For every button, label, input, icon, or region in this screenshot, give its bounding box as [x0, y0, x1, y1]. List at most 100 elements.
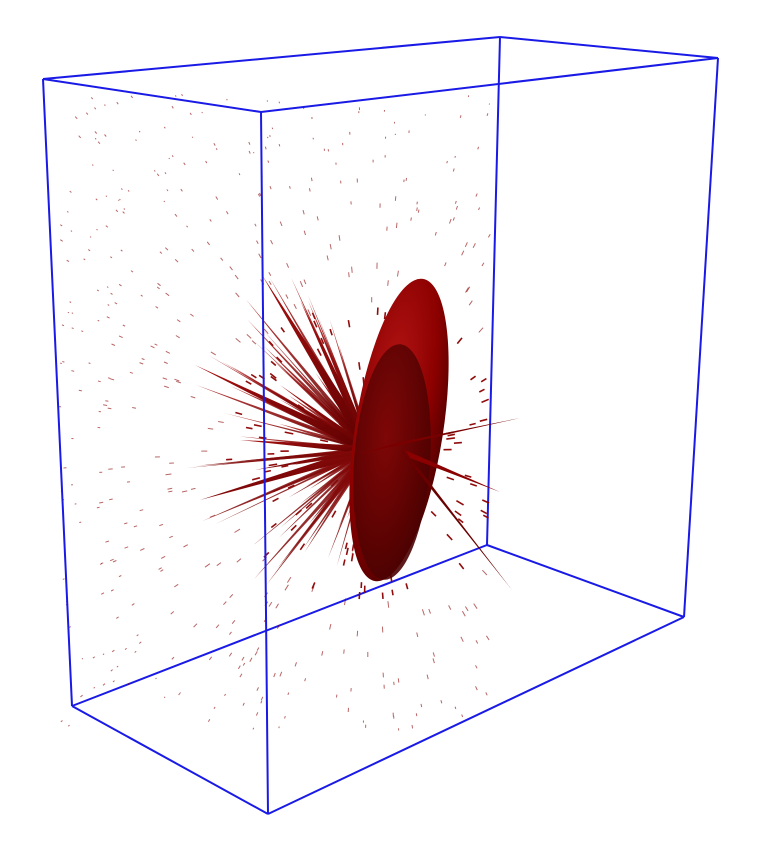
glyph-dash — [190, 396, 196, 399]
glyph-dash — [469, 422, 476, 426]
glyph-dash — [383, 312, 387, 320]
glyph-dash — [342, 559, 346, 566]
glyph-dash — [92, 656, 95, 659]
glyph-dash — [470, 375, 477, 381]
glyph-dash — [287, 484, 295, 489]
glyph-dash — [171, 105, 174, 109]
glyph-dash — [66, 211, 69, 213]
glyph-dash — [228, 652, 233, 657]
glyph-dash — [229, 266, 233, 271]
glyph-dash — [165, 473, 172, 476]
glyph-dash — [238, 173, 241, 176]
glyph-dash — [160, 555, 166, 559]
glyph-dash — [62, 578, 65, 580]
glyph-dash — [475, 686, 478, 691]
glyph-dash — [154, 343, 158, 346]
glyph-dash — [259, 192, 262, 197]
glyph-dash — [461, 714, 464, 718]
glyph-dash — [215, 624, 220, 629]
glyph-dash — [415, 713, 418, 717]
glyph-dash — [174, 583, 179, 588]
glyph-dash — [153, 170, 156, 172]
glyph-dash — [465, 287, 469, 293]
glyph-dash — [331, 510, 337, 518]
glyph-dash — [481, 398, 490, 404]
spike-glyph — [255, 447, 371, 470]
glyph-dash — [279, 221, 283, 227]
glyph-dash — [270, 239, 274, 245]
spike-glyph — [198, 447, 371, 466]
glyph-dash — [236, 558, 242, 563]
glyph-dash — [81, 330, 84, 333]
glyph-dash — [150, 345, 155, 349]
glyph-dash — [344, 598, 347, 606]
glyph-dash — [248, 150, 251, 154]
glyph-dash — [278, 143, 281, 147]
glyph-dash — [258, 436, 267, 439]
glyph-dash — [254, 651, 258, 656]
glyph-dash — [104, 104, 106, 106]
glyph-dash — [140, 294, 143, 297]
glyph-dash — [174, 95, 177, 97]
glyph-dash — [106, 286, 109, 288]
glyph-dash — [174, 259, 179, 263]
glyph-dash — [94, 107, 97, 110]
glyph-dash — [102, 653, 105, 656]
glyph-dash — [78, 389, 82, 392]
glyph-dash — [320, 337, 325, 345]
glyph-dash — [276, 624, 280, 629]
bounding-box-front-edges — [42, 57, 719, 815]
glyph-dash — [255, 712, 259, 716]
glyph-dash — [270, 360, 277, 367]
glyph-dash — [120, 188, 123, 191]
spike-glyph — [278, 448, 372, 538]
glyph-dash — [204, 563, 211, 568]
glyph-dash — [95, 198, 98, 201]
glyph-dash — [60, 224, 63, 227]
glyph-dash — [242, 702, 245, 706]
glyph-dash — [456, 337, 463, 345]
glyph-dash — [284, 715, 286, 719]
glyph-dash — [176, 380, 181, 384]
glyph-dash — [268, 601, 273, 607]
glyph-dash — [303, 230, 306, 236]
glyph-dash — [248, 141, 251, 145]
glyph-dash — [237, 665, 241, 670]
glyph-dash — [105, 400, 109, 402]
spike-glyph — [195, 365, 373, 455]
glyph-dash — [329, 244, 332, 250]
glyph-dash — [129, 371, 134, 374]
glyph-dash — [139, 362, 144, 365]
glyph-dash — [272, 497, 279, 503]
glyph-dash — [164, 172, 167, 175]
glyph-dash — [478, 207, 481, 211]
glyph-dash — [347, 319, 351, 328]
glyph-dash — [256, 647, 260, 651]
glyph-dash — [486, 113, 489, 116]
glyph-dash — [118, 575, 122, 578]
glyph-dash — [286, 262, 290, 268]
glyph-dash — [139, 509, 144, 512]
glyph-dash — [80, 694, 83, 698]
glyph-dash — [256, 240, 259, 244]
glyph-dash — [141, 358, 145, 361]
glyph-dash — [480, 377, 487, 383]
glyph-dash — [416, 632, 419, 638]
glyph-dash — [286, 576, 292, 583]
glyph-dash — [410, 217, 412, 221]
glyph-dash — [171, 155, 174, 158]
glyph-dash — [420, 703, 423, 708]
glyph-dash — [395, 222, 398, 229]
glyph-dash — [253, 424, 262, 428]
glyph-dash — [480, 509, 488, 515]
glyph-dash — [215, 196, 219, 200]
glyph-dash — [249, 657, 253, 662]
central-ellipsoid-glyph — [349, 278, 520, 590]
glyph-dash — [209, 514, 216, 518]
glyph-dash — [155, 677, 157, 680]
glyph-dash — [122, 324, 126, 327]
glyph-dash — [102, 683, 106, 686]
glyph-dash — [87, 249, 91, 252]
